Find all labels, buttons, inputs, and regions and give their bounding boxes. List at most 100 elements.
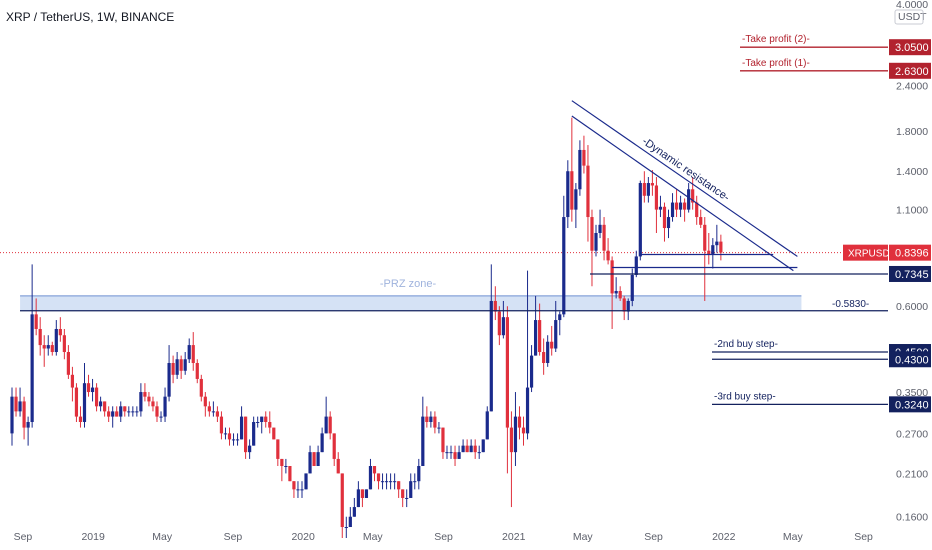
candle: [453, 445, 457, 467]
candle: [711, 238, 715, 269]
candle-body: [312, 452, 316, 467]
candle: [614, 277, 618, 299]
candle: [199, 374, 203, 402]
candle-body: [324, 416, 328, 434]
candle-body: [594, 232, 598, 251]
candle: [429, 411, 433, 428]
candle: [252, 416, 256, 446]
candle-body: [441, 427, 445, 453]
candle: [320, 427, 324, 453]
candle: [683, 198, 687, 222]
candle-body: [131, 411, 135, 413]
x-tick-label: 2021: [502, 531, 526, 543]
x-tick-label: 2022: [712, 531, 736, 543]
candle: [521, 416, 526, 446]
y-tick-label: 0.1600: [896, 512, 928, 524]
candle: [566, 160, 570, 229]
candle-body: [191, 345, 195, 364]
candle-body: [683, 202, 687, 210]
x-tick-label: May: [152, 531, 173, 543]
candle-body: [364, 489, 369, 498]
candle-body: [90, 387, 95, 393]
candle: [707, 232, 711, 265]
candle-body: [525, 387, 530, 434]
candle: [413, 473, 417, 490]
candle-body: [654, 185, 659, 210]
candle: [22, 396, 26, 440]
candle-body: [642, 183, 646, 196]
candle-body: [66, 352, 70, 375]
x-tick-label: Sep: [854, 531, 873, 543]
candle-body: [34, 314, 38, 329]
candle: [546, 335, 550, 367]
candle: [489, 264, 493, 412]
candle: [509, 411, 514, 508]
candle-body: [239, 416, 244, 440]
candle-body: [86, 383, 91, 393]
candle: [42, 335, 46, 367]
candle: [86, 374, 91, 397]
candle: [505, 306, 510, 474]
candle-body: [135, 411, 139, 413]
candle: [276, 439, 280, 467]
current-price-symbol-bg: [843, 244, 888, 261]
candle: [550, 325, 554, 356]
candle: [497, 306, 501, 346]
candle-body: [433, 416, 437, 428]
candle-body: [78, 416, 83, 422]
candle: [646, 177, 650, 203]
candle: [517, 406, 522, 440]
chart-title: XRP / TetherUS, 1W, BINANCE: [6, 10, 175, 24]
candle: [674, 189, 679, 218]
current-price-value: 0.8396: [895, 248, 929, 260]
candle: [344, 516, 348, 538]
candle: [558, 311, 562, 336]
candle-body: [94, 387, 99, 407]
candle-body: [171, 363, 175, 375]
candle: [292, 481, 296, 498]
candle-body: [139, 392, 143, 412]
x-tick-label: Sep: [434, 531, 453, 543]
candle-body: [542, 352, 546, 364]
candle-body: [602, 224, 606, 251]
candle: [477, 445, 481, 459]
candle: [461, 439, 465, 453]
candle-body: [360, 489, 365, 498]
candle: [465, 439, 469, 453]
candle: [147, 392, 151, 407]
candle-body: [115, 411, 119, 417]
take-profit-2-label: -Take profit (2)-: [742, 34, 810, 45]
x-tick-label: Sep: [224, 531, 243, 543]
candle: [50, 341, 54, 356]
candle: [493, 286, 497, 321]
candle-body: [703, 224, 707, 251]
candle-body: [248, 445, 252, 453]
candle: [336, 452, 340, 474]
candle: [227, 427, 232, 446]
candle-body: [538, 320, 542, 353]
candle-body: [14, 396, 18, 412]
candle: [634, 250, 638, 278]
candle-body: [46, 345, 50, 349]
candle-body: [340, 473, 344, 528]
candle-body: [223, 433, 228, 435]
candle: [376, 473, 381, 490]
candle-body: [203, 396, 207, 407]
take-profit-1-price-tag-bg: [889, 62, 931, 79]
candle: [630, 268, 634, 307]
candle: [82, 363, 87, 428]
y-tick-label: 2.4000: [896, 80, 928, 92]
candle: [542, 338, 546, 375]
candle-body: [582, 149, 586, 166]
candle: [215, 406, 220, 422]
candle-body: [425, 416, 429, 422]
candle-body: [316, 452, 320, 467]
candle-body: [296, 489, 300, 491]
background-layer: -PRZ zone-: [0, 252, 888, 311]
candle-body: [82, 383, 87, 422]
candle: [485, 406, 489, 440]
candle-body: [421, 416, 425, 467]
buy-step-2b-price-tag-bg: [889, 351, 931, 368]
candle: [38, 317, 42, 356]
